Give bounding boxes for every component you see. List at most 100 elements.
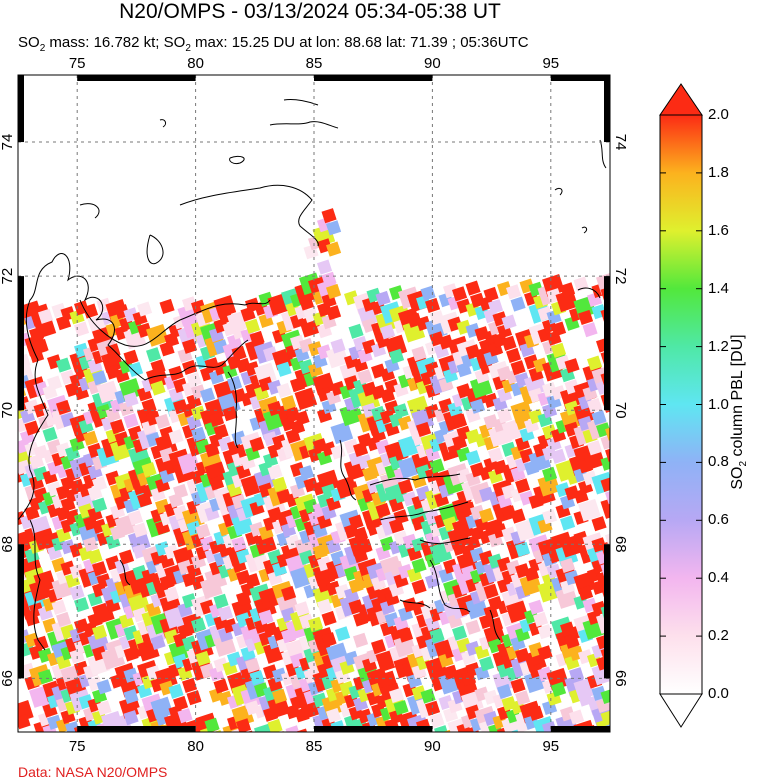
so2-pixel [429, 712, 445, 729]
frame-segment [604, 276, 610, 411]
frame-segment [314, 75, 433, 81]
so2-pixel [92, 497, 108, 513]
so2-pixel [510, 508, 526, 524]
so2-pixel [506, 347, 522, 364]
colorbar-label: 0.8 [708, 453, 729, 471]
so2-pixel [127, 529, 151, 553]
so2-pixel [605, 531, 610, 547]
frame-segment [550, 726, 610, 732]
so2-pixel [155, 413, 171, 430]
so2-pixel [542, 721, 558, 732]
so2-pixel [411, 579, 427, 595]
lat-tick-label: 66 [612, 670, 629, 687]
so2-pixel [213, 678, 229, 694]
lat-tick-label: 70 [0, 402, 16, 419]
so2-pixel [217, 605, 234, 622]
so2-pixel [56, 399, 72, 416]
lon-tick-label: 90 [424, 55, 441, 72]
lon-tick-label: 75 [69, 55, 86, 72]
so2-pixel [56, 611, 72, 628]
map-tick-labels: 75 75 80 80 85 85 90 90 95 95 66 66 68 68 70 70 72 72 74 74 [0, 55, 629, 755]
so2-pixel [523, 373, 547, 397]
so2-pixel [312, 372, 336, 396]
so2-pixel [326, 241, 342, 257]
so2-pixel [465, 450, 481, 466]
so2-pixel [551, 448, 567, 464]
so2-pixel [65, 721, 81, 732]
so2-pixel [146, 347, 162, 363]
lon-tick-label: 90 [424, 738, 441, 755]
so2-pixel [177, 451, 201, 475]
lon-tick-label: 75 [69, 738, 86, 755]
so2-pixel [254, 532, 277, 555]
so2-pixel [299, 465, 315, 481]
so2-pixel [150, 634, 166, 651]
lat-tick-label: 66 [0, 670, 16, 687]
so2-pixel [551, 321, 567, 337]
so2-pixel [357, 369, 373, 385]
colorbar-label: 1.2 [708, 337, 729, 355]
so2-pixel [87, 548, 103, 565]
so2-pixel [18, 714, 31, 730]
colorbar-label: 0.2 [708, 627, 729, 645]
so2-pixel [258, 609, 274, 625]
so2-pixel [47, 734, 70, 757]
so2-pixel [501, 335, 517, 351]
map-frame [17, 74, 611, 733]
colorbar-label: 1.6 [708, 221, 729, 239]
so2-pixel [411, 346, 427, 362]
so2-pixel [150, 696, 174, 720]
so2-pixel [317, 259, 333, 275]
so2-pixel [133, 734, 148, 749]
map-title: N20/OMPS - 03/13/2024 05:34-05:38 UT [119, 0, 501, 23]
so2-pixel [470, 375, 493, 399]
so2-pixel [326, 305, 342, 321]
colorbar-min-arrow [659, 693, 703, 728]
so2-pixel [501, 314, 517, 330]
so2-pixel [330, 421, 354, 445]
so2-pixel [123, 392, 139, 408]
so2-pixel [281, 395, 297, 411]
so2-pixel [92, 561, 108, 577]
so2-pixel [483, 624, 507, 647]
so2-pixel [487, 617, 504, 633]
so2-pixel [118, 378, 142, 401]
colorbar-label: 1.8 [708, 163, 729, 181]
so2-pixel [276, 593, 300, 616]
so2-pixel [213, 593, 229, 609]
so2-pixel [397, 479, 414, 495]
so2-pixel [285, 725, 301, 732]
so2-pixel [600, 710, 610, 726]
lat-tick-label: 70 [612, 402, 629, 419]
so2-pixel [609, 713, 610, 729]
so2-pixel [375, 502, 391, 519]
so2-pixel [308, 616, 324, 632]
so2-pixel [484, 732, 499, 747]
so2-pixel [200, 387, 216, 403]
so2-pixel [249, 670, 265, 686]
so2-pixel [150, 359, 166, 375]
lon-tick-label: 95 [542, 55, 559, 72]
so2-pixel [515, 690, 531, 706]
so2-pixel [614, 704, 629, 719]
lon-tick-label: 80 [187, 55, 204, 72]
so2-pixel [334, 626, 351, 642]
so2-pixel [235, 718, 252, 732]
lat-tick-label: 72 [612, 268, 629, 285]
so2-pixel [186, 690, 202, 706]
so2-pixel [326, 283, 342, 300]
so2-pixel [353, 632, 369, 648]
so2-pixel [294, 410, 310, 426]
so2-pixel [551, 681, 567, 698]
coastline-layer [18, 99, 607, 651]
so2-pixel [177, 708, 193, 724]
so2-pixel [267, 464, 283, 480]
so2-pixel [433, 725, 450, 732]
so2-pixel [38, 733, 53, 748]
so2-pixel [393, 403, 409, 419]
so2-pixel [605, 425, 610, 441]
so2-pixel [429, 628, 445, 644]
so2-pixel [182, 677, 198, 694]
so2-pixel [321, 271, 337, 287]
